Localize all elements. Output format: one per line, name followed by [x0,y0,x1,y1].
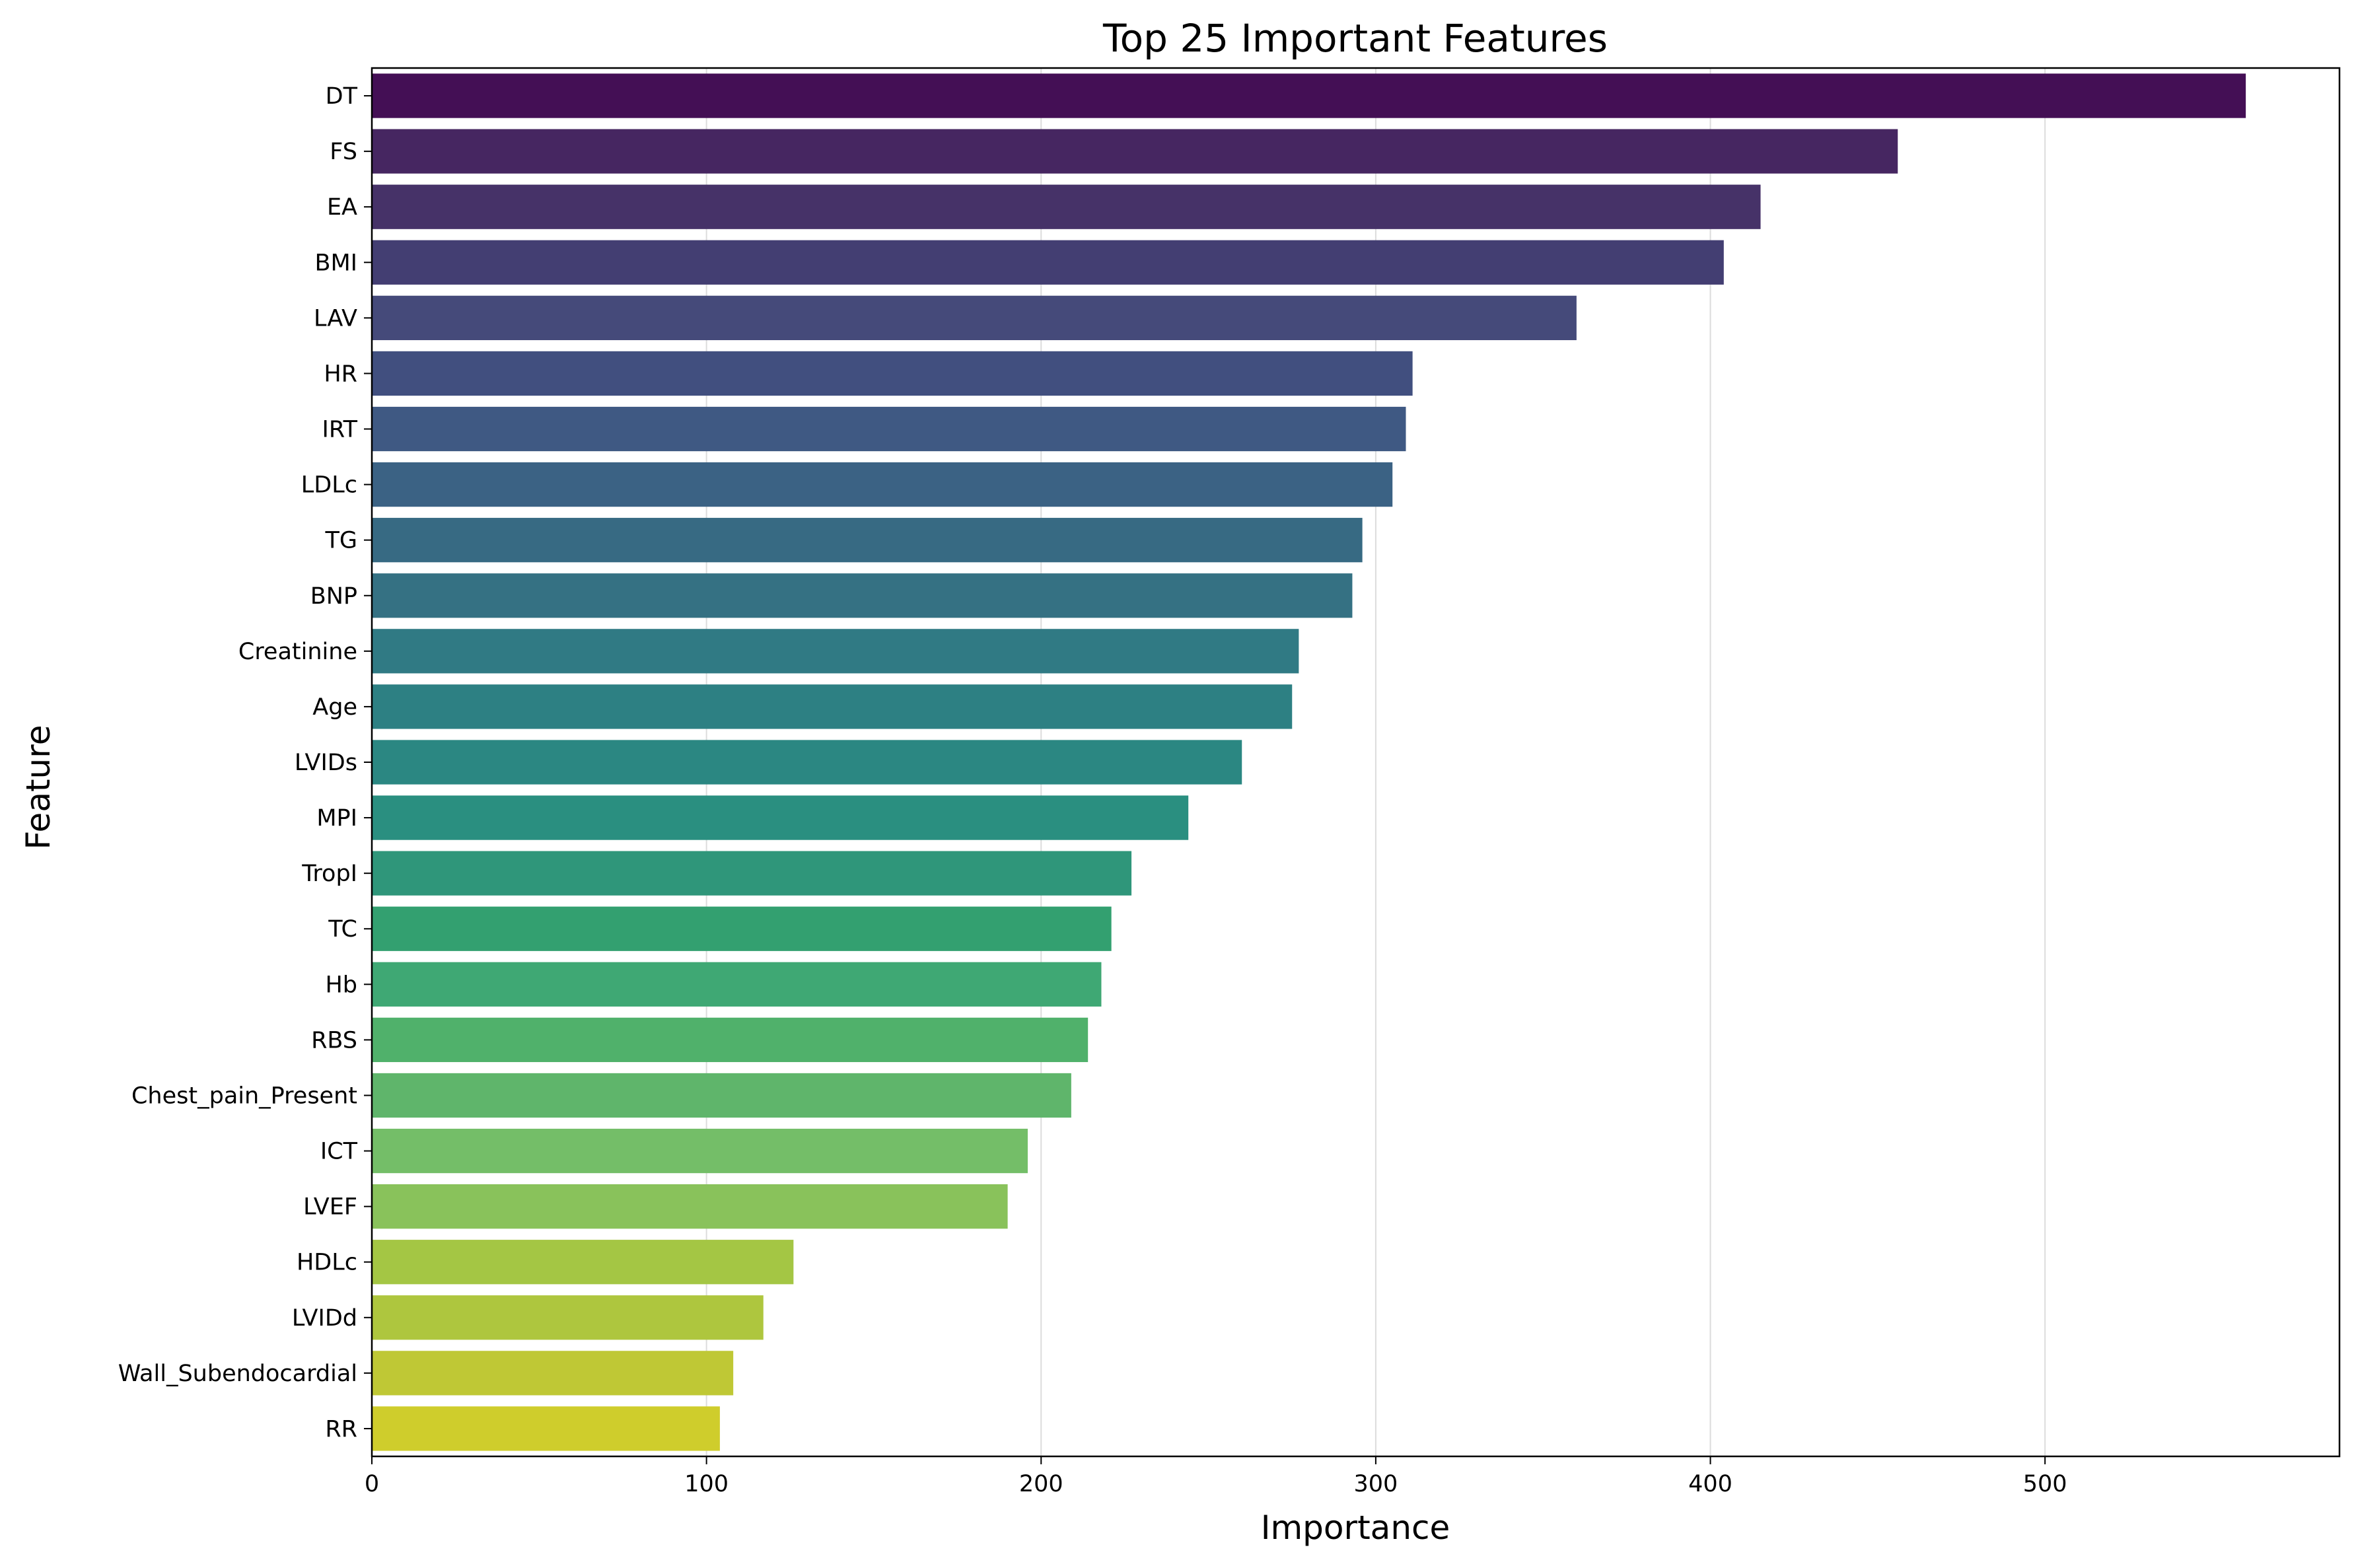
y-tick-label: TropI [301,861,357,887]
bar-hb [372,962,1102,1007]
y-tick-label: RBS [311,1027,357,1053]
y-tick-label: LDLc [301,472,357,499]
bar-dt [372,73,2246,118]
y-tick-label: DT [326,83,358,110]
y-tick-label: BNP [310,583,357,610]
bar-fs [372,129,1898,174]
y-tick-label: Wall_Subendocardial [118,1361,357,1387]
y-tick-label: TC [328,916,357,943]
y-tick-label: Chest_pain_Present [131,1083,357,1109]
bar-hdlc [372,1240,794,1285]
bar-irt [372,406,1406,452]
y-tick-label: LAV [314,305,357,332]
bar-mpi [372,795,1189,840]
bar-creatinine [372,629,1299,674]
bar-lvef [372,1184,1008,1229]
y-tick-label: BMI [314,250,357,276]
bar-lvidd [372,1295,764,1340]
y-tick-label: MPI [316,805,357,832]
x-tick-label: 100 [684,1471,729,1497]
bar-rbs [372,1017,1089,1063]
y-tick-label: HDLc [297,1250,357,1276]
bar-ldlc [372,462,1393,507]
bar-lvids [372,740,1242,785]
x-axis-ticks: 0 100 200 300 400 500 [365,1456,2067,1497]
y-axis-ticks: DT FS EA BMI LAV HR IRT LDLc TG BNP Creatinine Age L… [118,83,372,1443]
bar-tc [372,906,1112,951]
x-tick-label: 200 [1019,1471,1063,1497]
y-axis-title: Feature [19,725,57,850]
y-tick-label: HR [324,361,357,387]
bar-tg [372,518,1363,563]
bar-bmi [372,240,1724,285]
bar-ea [372,184,1761,229]
y-tick-label: LVIDd [292,1305,357,1332]
bar-chest-pain-present [372,1073,1071,1118]
y-tick-label: Creatinine [238,639,357,665]
bar-ict [372,1128,1028,1174]
bar-age [372,684,1293,729]
x-axis-title: Importance [1261,1509,1450,1547]
y-tick-label: Age [312,694,357,721]
bar-wall-subendocardial [372,1351,734,1396]
y-tick-label: Hb [325,972,357,998]
bar-rr [372,1406,720,1451]
y-tick-label: IRT [322,417,358,443]
bar-lav [372,295,1577,340]
x-tick-label: 300 [1353,1471,1398,1497]
bar-hr [372,351,1413,396]
bars [372,73,2246,1451]
y-tick-label: ICT [320,1139,358,1165]
x-tick-label: 500 [2023,1471,2067,1497]
y-tick-label: LVEF [303,1194,357,1221]
bar-tropi [372,851,1132,896]
x-tick-label: 0 [365,1471,379,1497]
y-tick-label: RR [325,1416,357,1443]
y-tick-label: LVIDs [295,750,357,776]
plot-frame [371,67,2341,1458]
bar-bnp [372,573,1353,618]
y-tick-label: TG [324,528,357,554]
x-tick-label: 400 [1688,1471,1732,1497]
y-tick-label: EA [327,194,357,221]
chart-title: Top 25 Important Features [1102,16,1608,61]
y-tick-label: FS [330,139,357,165]
